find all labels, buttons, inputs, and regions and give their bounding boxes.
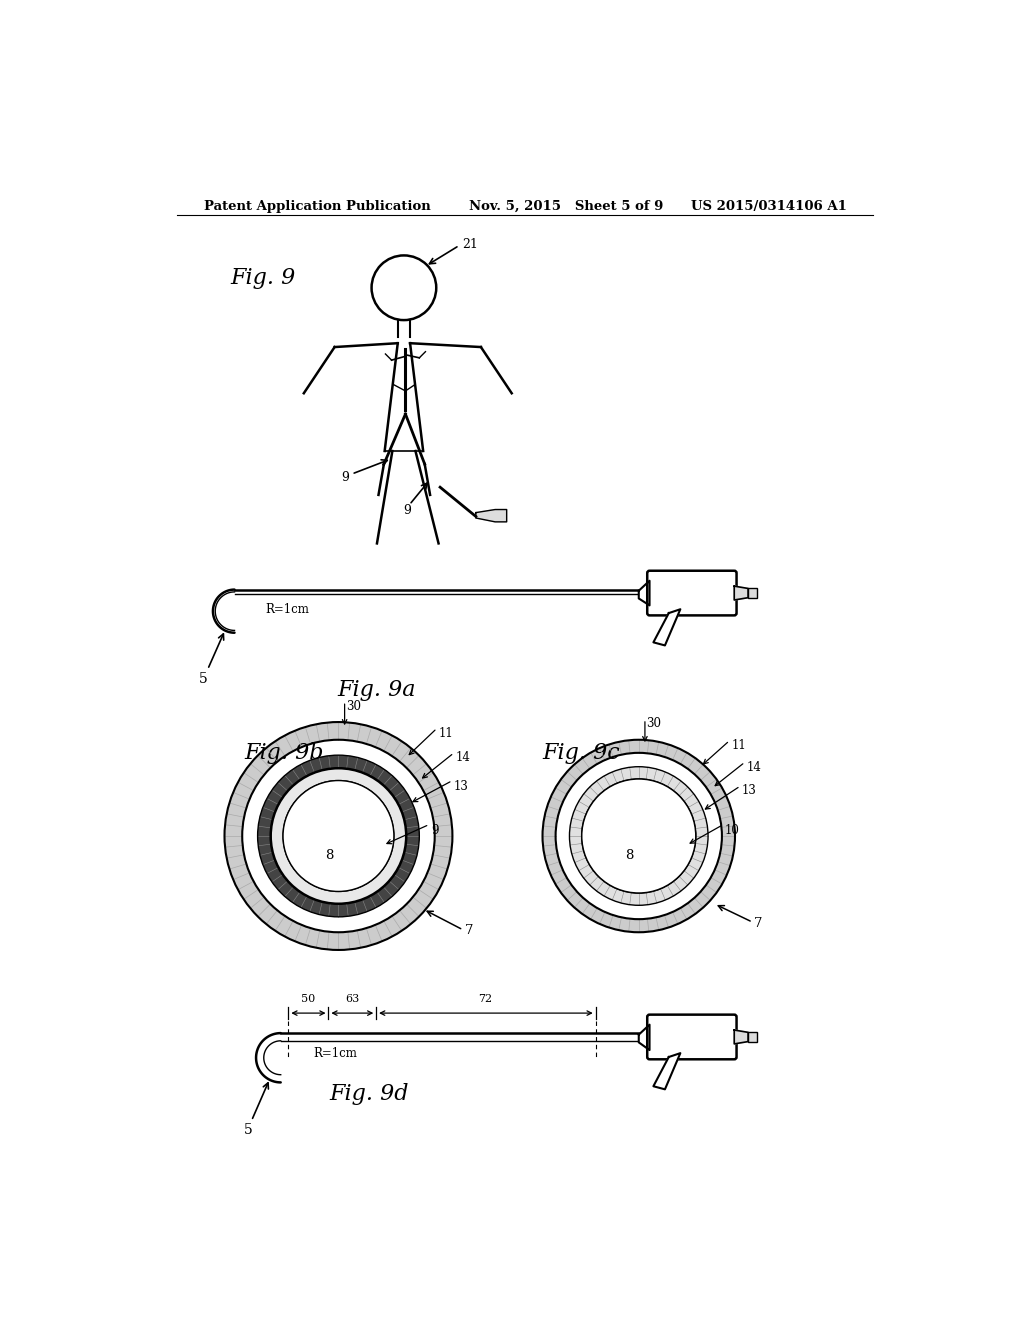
- Text: 5: 5: [244, 1123, 253, 1137]
- Text: Fig. 9: Fig. 9: [230, 267, 296, 289]
- Text: 5: 5: [200, 672, 208, 686]
- Text: 11: 11: [438, 727, 454, 741]
- Text: 63: 63: [345, 994, 359, 1003]
- Text: Fig. 9d: Fig. 9d: [330, 1082, 409, 1105]
- Circle shape: [243, 739, 435, 932]
- Text: Nov. 5, 2015   Sheet 5 of 9: Nov. 5, 2015 Sheet 5 of 9: [469, 199, 664, 213]
- Text: 9: 9: [403, 504, 411, 517]
- Text: R=1cm: R=1cm: [313, 1047, 357, 1060]
- Circle shape: [569, 767, 708, 906]
- Circle shape: [582, 779, 695, 892]
- Text: 30: 30: [646, 718, 662, 730]
- Text: 14: 14: [456, 751, 470, 764]
- Text: 21: 21: [463, 238, 478, 251]
- Bar: [749, 589, 758, 598]
- Bar: [749, 1032, 758, 1041]
- Text: 7: 7: [465, 924, 473, 937]
- Text: 9: 9: [341, 471, 349, 483]
- Circle shape: [224, 722, 453, 950]
- Text: Patent Application Publication: Patent Application Publication: [204, 199, 430, 213]
- Circle shape: [582, 779, 695, 892]
- Text: Fig. 9a: Fig. 9a: [338, 678, 416, 701]
- Polygon shape: [653, 1053, 680, 1089]
- Polygon shape: [734, 586, 749, 601]
- Circle shape: [556, 752, 722, 919]
- Text: 10: 10: [725, 824, 740, 837]
- Text: 8: 8: [626, 849, 634, 862]
- Text: Fig. 9c: Fig. 9c: [543, 742, 621, 764]
- Text: 11: 11: [731, 739, 745, 752]
- Text: US 2015/0314106 A1: US 2015/0314106 A1: [691, 199, 847, 213]
- Polygon shape: [639, 1024, 649, 1051]
- FancyBboxPatch shape: [647, 1015, 736, 1059]
- Text: 72: 72: [478, 994, 493, 1003]
- FancyBboxPatch shape: [647, 570, 736, 615]
- Text: 9: 9: [431, 824, 438, 837]
- Text: 30: 30: [346, 700, 361, 713]
- Polygon shape: [639, 581, 649, 606]
- Text: 13: 13: [742, 784, 757, 797]
- Circle shape: [270, 768, 407, 904]
- Text: Fig. 9b: Fig. 9b: [245, 742, 324, 764]
- Polygon shape: [653, 610, 680, 645]
- Circle shape: [258, 755, 419, 917]
- Circle shape: [283, 780, 394, 891]
- Text: 7: 7: [755, 916, 763, 929]
- Circle shape: [543, 739, 735, 932]
- Text: 8: 8: [325, 849, 334, 862]
- Text: 14: 14: [746, 760, 762, 774]
- Text: 50: 50: [301, 994, 315, 1003]
- Polygon shape: [476, 510, 507, 521]
- Circle shape: [283, 780, 394, 891]
- Text: 13: 13: [454, 780, 469, 793]
- Polygon shape: [734, 1030, 749, 1044]
- Text: R=1cm: R=1cm: [265, 603, 309, 616]
